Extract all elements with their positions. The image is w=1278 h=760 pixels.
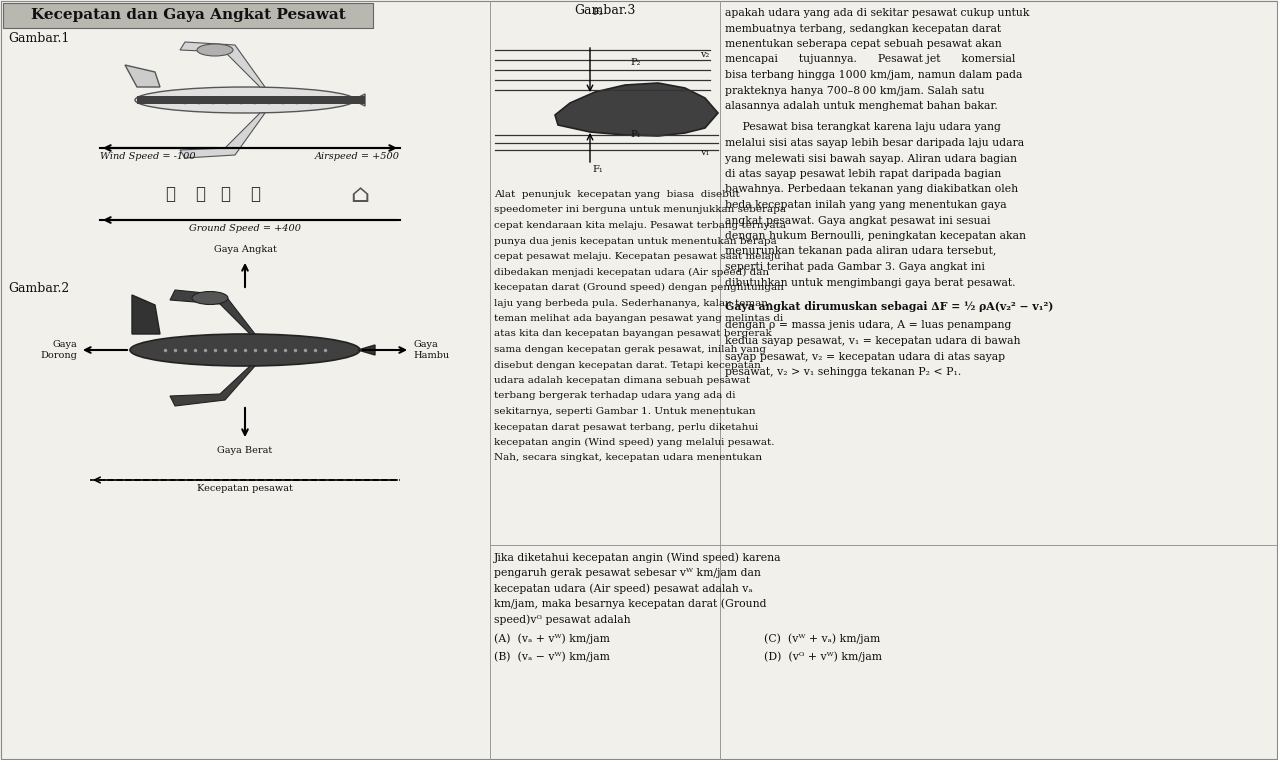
Ellipse shape xyxy=(130,334,360,366)
Text: pesawat, v₂ > v₁ sehingga tekanan P₂ < P₁.: pesawat, v₂ > v₁ sehingga tekanan P₂ < P… xyxy=(725,367,961,377)
Text: (C)  (vᵂ + vₐ) km/jam: (C) (vᵂ + vₐ) km/jam xyxy=(764,634,881,644)
Text: Wind Speed = -100: Wind Speed = -100 xyxy=(100,152,196,161)
Text: terbang bergerak terhadap udara yang ada di: terbang bergerak terhadap udara yang ada… xyxy=(495,391,736,401)
Text: Kecepatan dan Gaya Angkat Pesawat: Kecepatan dan Gaya Angkat Pesawat xyxy=(31,8,345,23)
Text: laju yang berbeda pula. Sederhananya, kalau teman-: laju yang berbeda pula. Sederhananya, ka… xyxy=(495,299,772,308)
Text: (D)  (vᴳ + vᵂ) km/jam: (D) (vᴳ + vᵂ) km/jam xyxy=(764,651,882,661)
Text: Airspeed = +500: Airspeed = +500 xyxy=(314,152,400,161)
Ellipse shape xyxy=(279,98,288,104)
Text: cepat pesawat melaju. Kecepatan pesawat saat melaju: cepat pesawat melaju. Kecepatan pesawat … xyxy=(495,252,781,261)
Polygon shape xyxy=(358,345,374,355)
Text: dengan hukum Bernoulli, peningkatan kecepatan akan: dengan hukum Bernoulli, peningkatan kece… xyxy=(725,231,1026,241)
Text: (B)  (vₐ − vᵂ) km/jam: (B) (vₐ − vᵂ) km/jam xyxy=(495,651,610,661)
Text: beda kecepatan inilah yang yang menentukan gaya: beda kecepatan inilah yang yang menentuk… xyxy=(725,200,1007,210)
Text: ♟: ♟ xyxy=(220,186,230,204)
Ellipse shape xyxy=(192,292,227,305)
Text: dibutuhkan untuk mengimbangi gaya berat pesawat.: dibutuhkan untuk mengimbangi gaya berat … xyxy=(725,277,1016,287)
Text: alasannya adalah untuk menghemat bahan bakar.: alasannya adalah untuk menghemat bahan b… xyxy=(725,101,998,111)
Text: Nah, secara singkat, kecepatan udara menentukan: Nah, secara singkat, kecepatan udara men… xyxy=(495,454,762,463)
Text: cepat kendaraan kita melaju. Pesawat terbang ternyata: cepat kendaraan kita melaju. Pesawat ter… xyxy=(495,221,786,230)
Text: mencapai      tujuannya.      Pesawat jet      komersial: mencapai tujuannya. Pesawat jet komersia… xyxy=(725,55,1016,65)
Polygon shape xyxy=(132,295,160,334)
Ellipse shape xyxy=(265,98,273,104)
Polygon shape xyxy=(170,366,256,406)
Text: v₂: v₂ xyxy=(700,50,709,59)
Text: menentukan seberapa cepat sebuah pesawat akan: menentukan seberapa cepat sebuah pesawat… xyxy=(725,39,1002,49)
Text: Pesawat bisa terangkat karena laju udara yang: Pesawat bisa terangkat karena laju udara… xyxy=(725,122,1001,132)
Text: kecepatan darat pesawat terbang, perlu diketahui: kecepatan darat pesawat terbang, perlu d… xyxy=(495,423,758,432)
Text: atas kita dan kecepatan bayangan pesawat bergerak: atas kita dan kecepatan bayangan pesawat… xyxy=(495,330,772,338)
Text: v₁: v₁ xyxy=(700,148,709,157)
Text: Gaya
Dorong: Gaya Dorong xyxy=(40,340,77,359)
Text: bawahnya. Perbedaan tekanan yang diakibatkan oleh: bawahnya. Perbedaan tekanan yang diakiba… xyxy=(725,185,1019,195)
Text: disebut dengan kecepatan darat. Tetapi kecepatan: disebut dengan kecepatan darat. Tetapi k… xyxy=(495,360,760,369)
Text: teman melihat ada bayangan pesawat yang melintas di: teman melihat ada bayangan pesawat yang … xyxy=(495,314,783,323)
Text: melalui sisi atas sayap lebih besar daripada laju udara: melalui sisi atas sayap lebih besar dari… xyxy=(725,138,1024,148)
Text: Alat  penunjuk  kecepatan yang  biasa  disebut: Alat penunjuk kecepatan yang biasa diseb… xyxy=(495,190,740,199)
Polygon shape xyxy=(180,113,265,158)
Text: (A)  (vₐ + vᵂ) km/jam: (A) (vₐ + vᵂ) km/jam xyxy=(495,634,610,644)
Polygon shape xyxy=(170,290,256,334)
Text: kecepatan angin (Wind speed) yang melalui pesawat.: kecepatan angin (Wind speed) yang melalu… xyxy=(495,438,774,447)
Text: apakah udara yang ada di sekitar pesawat cukup untuk: apakah udara yang ada di sekitar pesawat… xyxy=(725,8,1030,18)
Text: yang melewati sisi bawah sayap. Aliran udara bagian: yang melewati sisi bawah sayap. Aliran u… xyxy=(725,154,1017,163)
Ellipse shape xyxy=(236,98,245,104)
Text: sama dengan kecepatan gerak pesawat, inilah yang: sama dengan kecepatan gerak pesawat, ini… xyxy=(495,345,766,354)
Text: km/jam, maka besarnya kecepatan darat (Ground: km/jam, maka besarnya kecepatan darat (G… xyxy=(495,599,767,609)
FancyBboxPatch shape xyxy=(3,3,373,28)
Text: bisa terbang hingga 1000 km/jam, namun dalam pada: bisa terbang hingga 1000 km/jam, namun d… xyxy=(725,70,1022,80)
Text: dibedakan menjadi kecepatan udara (Air speed) dan: dibedakan menjadi kecepatan udara (Air s… xyxy=(495,268,769,277)
Ellipse shape xyxy=(135,87,355,113)
Ellipse shape xyxy=(222,98,231,104)
Text: sekitarnya, seperti Gambar 1. Untuk menentukan: sekitarnya, seperti Gambar 1. Untuk mene… xyxy=(495,407,755,416)
Text: ♟: ♟ xyxy=(196,186,204,204)
FancyBboxPatch shape xyxy=(137,96,366,104)
Text: sayap pesawat, v₂ = kecepatan udara di atas sayap: sayap pesawat, v₂ = kecepatan udara di a… xyxy=(725,351,1005,362)
Text: Gaya Angkat: Gaya Angkat xyxy=(213,245,276,254)
Text: kecepatan darat (Ground speed) dengan penghitungan: kecepatan darat (Ground speed) dengan pe… xyxy=(495,283,783,292)
Text: di atas sayap pesawat lebih rapat daripada bagian: di atas sayap pesawat lebih rapat daripa… xyxy=(725,169,1001,179)
Polygon shape xyxy=(180,42,265,87)
Text: Gaya Berat: Gaya Berat xyxy=(217,446,272,455)
Text: Jika diketahui kecepatan angin (Wind speed) karena: Jika diketahui kecepatan angin (Wind spe… xyxy=(495,552,782,562)
Polygon shape xyxy=(555,83,718,136)
Text: kedua sayap pesawat, v₁ = kecepatan udara di bawah: kedua sayap pesawat, v₁ = kecepatan udar… xyxy=(725,336,1021,346)
Text: punya dua jenis kecepatan untuk menentukan berapa: punya dua jenis kecepatan untuk menentuk… xyxy=(495,236,777,245)
Text: F₂: F₂ xyxy=(592,8,603,17)
Text: Gambar.3: Gambar.3 xyxy=(574,4,635,17)
Text: Ground Speed = +400: Ground Speed = +400 xyxy=(189,224,302,233)
Text: speedometer ini berguna untuk menunjukkan seberapa: speedometer ini berguna untuk menunjukka… xyxy=(495,205,786,214)
Text: F₁: F₁ xyxy=(592,165,603,174)
Text: Gambar.1: Gambar.1 xyxy=(8,32,69,45)
Text: Gaya
Hambu: Gaya Hambu xyxy=(413,340,450,359)
Text: P₂: P₂ xyxy=(630,58,640,67)
Text: P₁: P₁ xyxy=(630,130,640,139)
Text: ♟: ♟ xyxy=(165,186,175,204)
Ellipse shape xyxy=(181,98,189,104)
Text: ⌂: ⌂ xyxy=(350,183,369,207)
Ellipse shape xyxy=(196,98,203,104)
Text: pengaruh gerak pesawat sebesar vᵂ km/jam dan: pengaruh gerak pesawat sebesar vᵂ km/jam… xyxy=(495,568,760,578)
Text: Gambar.2: Gambar.2 xyxy=(8,282,69,295)
Text: udara adalah kecepatan dimana sebuah pesawat: udara adalah kecepatan dimana sebuah pes… xyxy=(495,376,750,385)
Text: Gaya angkat dirumuskan sebagai ΔF = ½ ρA(v₂² − v₁²): Gaya angkat dirumuskan sebagai ΔF = ½ ρA… xyxy=(725,301,1053,312)
Text: prakteknya hanya 700–8 00 km/jam. Salah satu: prakteknya hanya 700–8 00 km/jam. Salah … xyxy=(725,86,984,96)
Ellipse shape xyxy=(250,98,259,104)
Text: dengan ρ = massa jenis udara, A = luas penampang: dengan ρ = massa jenis udara, A = luas p… xyxy=(725,321,1011,331)
Ellipse shape xyxy=(293,98,302,104)
Ellipse shape xyxy=(210,98,217,104)
Ellipse shape xyxy=(197,44,233,56)
Text: kecepatan udara (Air speed) pesawat adalah vₐ: kecepatan udara (Air speed) pesawat adal… xyxy=(495,583,753,594)
Polygon shape xyxy=(353,94,366,106)
Text: seperti terihat pada Gambar 3. Gaya angkat ini: seperti terihat pada Gambar 3. Gaya angk… xyxy=(725,262,985,272)
Text: membuatnya terbang, sedangkan kecepatan darat: membuatnya terbang, sedangkan kecepatan … xyxy=(725,24,1001,33)
Text: menurunkan tekanan pada aliran udara tersebut,: menurunkan tekanan pada aliran udara ter… xyxy=(725,246,997,257)
Text: angkat pesawat. Gaya angkat pesawat ini sesuai: angkat pesawat. Gaya angkat pesawat ini … xyxy=(725,216,990,226)
Text: speed)vᴳ pesawat adalah: speed)vᴳ pesawat adalah xyxy=(495,614,630,625)
Text: ♟: ♟ xyxy=(250,186,259,204)
Text: Kecepatan pesawat: Kecepatan pesawat xyxy=(197,484,293,493)
Polygon shape xyxy=(125,65,160,87)
Ellipse shape xyxy=(307,98,314,104)
